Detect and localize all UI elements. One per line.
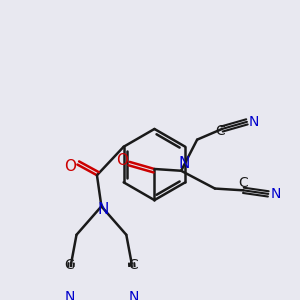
Text: N: N [64, 290, 75, 300]
Text: C: C [128, 258, 138, 272]
Text: N: N [128, 290, 139, 300]
Text: N: N [179, 156, 190, 171]
Text: N: N [249, 115, 259, 129]
Text: C: C [64, 258, 74, 272]
Text: C: C [238, 176, 248, 190]
Text: N: N [270, 187, 280, 201]
Text: O: O [64, 159, 76, 174]
Text: O: O [116, 153, 128, 168]
Text: N: N [98, 202, 109, 217]
Text: C: C [215, 124, 225, 138]
